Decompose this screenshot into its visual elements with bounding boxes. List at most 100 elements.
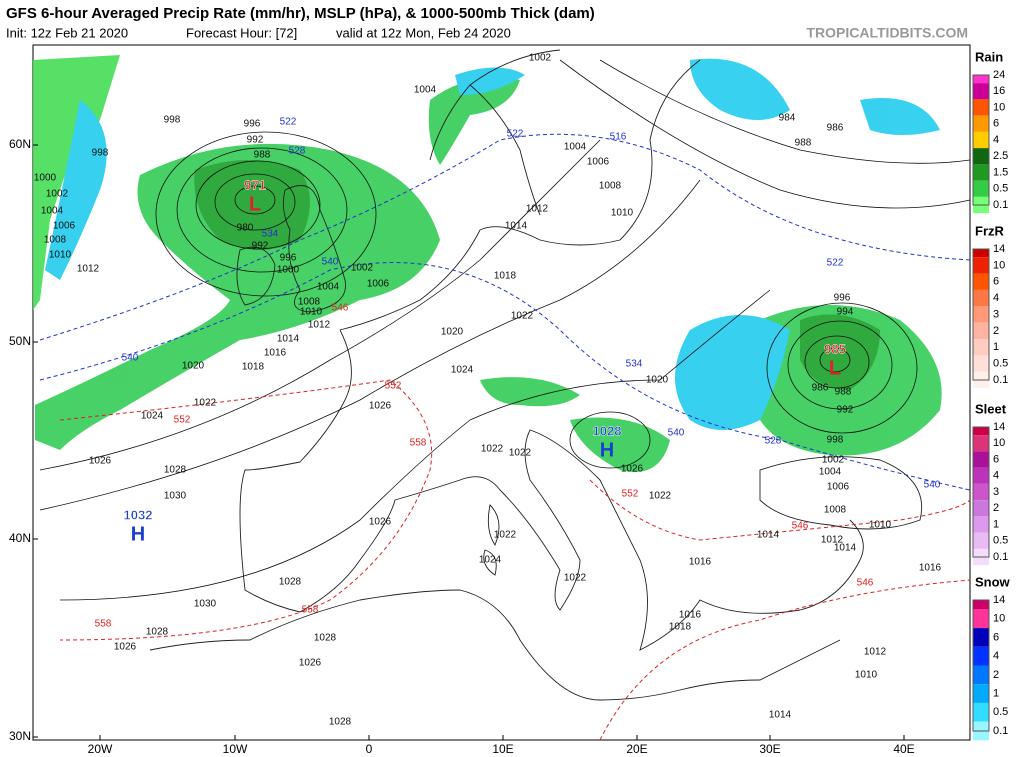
legend-label: 1.5 [993,166,1008,178]
isobar-label: 1022 [194,398,217,409]
coast-north-europe [339,59,701,331]
legend-swatch [973,435,989,452]
legend-label: 14 [993,421,1005,433]
isobar-label: 1006 [827,482,850,493]
precip-areas [33,55,942,472]
thickness-label: 540 [322,257,339,268]
legend-label: 0.5 [993,358,1008,370]
legend-label: 0.1 [993,551,1008,563]
isobar-label: 1026 [369,401,392,412]
legend-label: 4 [993,292,999,304]
legend-swatch [973,83,989,100]
legend-swatch [973,483,989,501]
isobar-label: 1020 [646,375,669,386]
legend-swatch [973,427,989,436]
legend-swatch [973,702,989,722]
thickness-label: 546 [857,578,874,589]
isobar-label: 980 [237,223,254,234]
thickness-label: 522 [280,117,297,128]
isobar [195,160,321,250]
legend-swatch [973,306,989,323]
legend-label: 24 [993,69,1005,81]
isobar-label: 1020 [182,361,205,372]
thickness-label: 558 [410,438,427,449]
isobar-label: 1002 [822,455,845,466]
thickness-label: 540 [122,353,139,364]
legend-swatch [973,131,989,149]
legend-label: 4 [993,134,999,146]
legend-swatch [973,467,989,484]
isobar-label: 1004 [317,282,340,293]
legend-frame [972,74,990,206]
isobar-label: 1026 [369,517,392,528]
isobar-label: 1004 [41,206,64,217]
isobar-label: 1022 [564,573,587,584]
legend-label: 1 [993,341,999,353]
isobar-label: 1022 [494,530,517,541]
isobar-label: 1028 [279,577,302,588]
map: 60N 50N 40N 30N 20W 10W 0 10E 20E 30E 40E 998 996 992… [9,44,971,756]
isobar-label: 1018 [669,622,692,633]
legend-swatch [973,322,989,340]
thickness-label: 546 [332,303,349,314]
coast-south-europe [239,329,864,651]
legend-swatch [973,115,989,132]
legend-swatch [973,516,989,533]
isobar-label: 1028 [164,465,187,476]
precip-rain [480,377,580,407]
pressure-value: 971 [244,177,266,192]
legend-swatch [973,665,989,685]
precip-snow [860,98,940,135]
thickness-label: 528 [765,436,782,447]
isobar-label: 998 [92,148,109,159]
legend-label: 0.1 [993,199,1008,211]
lon-label: 40E [893,742,914,756]
isobar [39,139,601,471]
isobar-label: 1010 [49,250,72,261]
precip-snow [455,67,525,95]
isobar-label: 1026 [299,658,322,669]
precip-rain [194,160,310,250]
legend-label: 6 [993,276,999,288]
isobar-label: 1026 [114,642,137,653]
legend-frame [972,426,990,558]
legend-label: 6 [993,453,999,465]
isobar [804,335,870,389]
isobar [59,289,771,601]
legend-label: 3 [993,308,999,320]
legend-label: 2 [993,669,999,681]
isobar-label: 1030 [194,599,217,610]
isobar-label: 1026 [621,464,644,475]
legend-label: 14 [993,243,1005,255]
legend-swatch [973,684,989,703]
isobar-label: 1028 [146,627,169,638]
isobar-label: 1000 [34,173,57,184]
legend-swatch [973,451,989,468]
isobar-label: 1012 [864,647,887,658]
title: GFS 6-hour Averaged Precip Rate (mm/hr),… [6,5,595,22]
isobar-label: 986 [827,123,844,134]
legend-swatch [973,355,989,372]
isobar-label: 1024 [141,411,164,422]
legend-swatch [973,289,989,307]
isobar-label: 996 [834,293,851,304]
isobar-label: 986 [812,383,829,394]
isobar-label: 1016 [679,610,702,621]
thickness-label: 522 [827,258,844,269]
lon-label: 30E [759,742,780,756]
legend-swatch [973,249,989,258]
isobar-label: 998 [827,435,844,446]
isobar-label: 1010 [611,208,634,219]
coastlines [149,49,923,701]
precip-rain [428,77,520,165]
legend-label: 0.1 [993,374,1008,386]
legend-label: 2 [993,325,999,337]
isobar-label: 988 [795,138,812,149]
isobar [766,302,918,434]
isobar-label: 1018 [494,271,517,282]
legend-label: 4 [993,650,999,662]
legend-swatch [973,75,989,84]
isobar-label: 1022 [509,448,532,459]
isobar-label: 1022 [649,491,672,502]
